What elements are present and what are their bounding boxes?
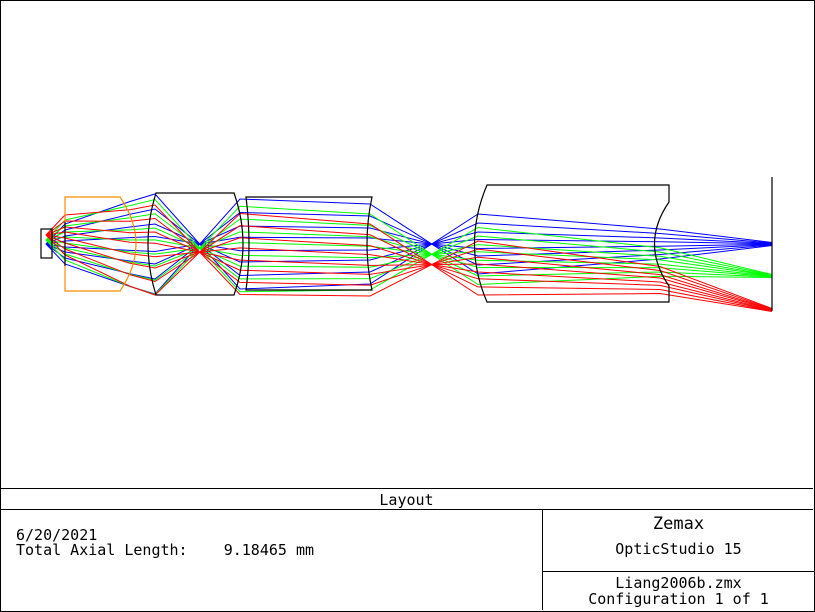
ray-green	[45, 231, 773, 278]
ray-green	[45, 198, 773, 293]
ray-blue	[45, 198, 773, 295]
ray-green	[45, 236, 773, 277]
optical-layout-diagram	[40, 177, 773, 312]
brand-box: Zemax OpticStudio 15	[543, 509, 814, 572]
ray-red	[45, 234, 773, 312]
ray-green	[45, 227, 773, 276]
axial-length-label: Total Axial Length:	[16, 541, 188, 559]
lens-3	[473, 184, 670, 303]
ray-red	[45, 231, 773, 311]
ray-red	[45, 226, 773, 310]
object-element	[40, 228, 53, 259]
ray-red	[45, 234, 773, 311]
ray-green	[45, 239, 773, 277]
brand-product: OpticStudio 15	[615, 540, 742, 558]
lens-elements	[40, 177, 773, 311]
lens-1	[147, 192, 244, 296]
info-right-box: Zemax OpticStudio 15 Liang2006b.zmx Conf…	[542, 509, 814, 610]
layout-title: Layout	[379, 491, 434, 509]
ray-blue	[45, 223, 773, 263]
ray-blue	[45, 193, 773, 290]
ray-red	[45, 225, 773, 312]
brand-name: Zemax	[652, 514, 705, 534]
ray-green	[45, 213, 773, 280]
lens-2	[245, 196, 373, 291]
ray-bundles	[45, 193, 773, 312]
axial-length-value: 9.18465 mm	[223, 541, 315, 559]
ray-red	[45, 217, 773, 310]
file-box: Liang2006b.zmx Configuration 1 of 1	[543, 572, 814, 610]
file-name: Liang2006b.zmx	[615, 574, 742, 592]
aperture-stop-element	[64, 196, 137, 292]
ray-red	[45, 204, 773, 309]
layout-title-bar: Layout	[0, 488, 813, 510]
date-text: 6/20/2021	[16, 526, 98, 544]
configuration-text: Configuration 1 of 1	[588, 590, 769, 608]
info-left: 6/20/2021 Total Axial Length: 9.18465 mm	[16, 528, 314, 558]
